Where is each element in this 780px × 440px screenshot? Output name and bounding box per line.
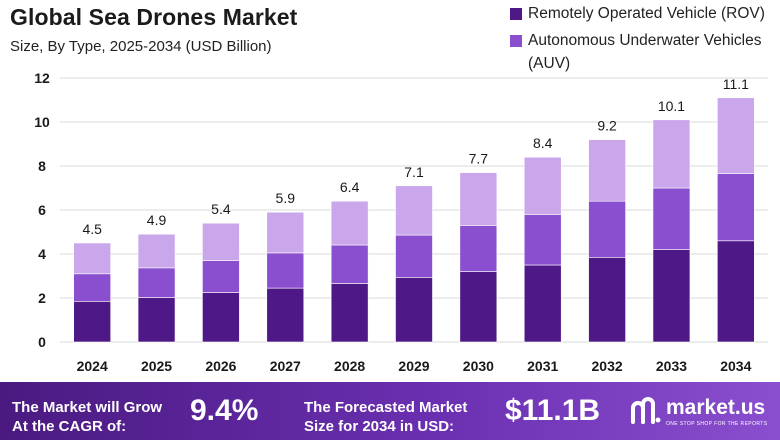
- total-label: 8.4: [533, 135, 553, 151]
- bar-segment: [202, 260, 240, 293]
- bar-segment: [523, 214, 562, 266]
- bar-segment: [266, 287, 305, 343]
- chart-title: Global Sea Drones Market: [10, 4, 298, 30]
- total-label: 11.1: [723, 76, 749, 92]
- bar-segment: [652, 249, 691, 343]
- bars: [73, 97, 755, 343]
- bar-segment: [717, 173, 755, 242]
- brand-name: market.us: [666, 396, 766, 419]
- forecast-label-line2: Size for 2034 in USD:: [304, 418, 455, 435]
- bar-segment: [459, 172, 498, 226]
- y-axis-ticks: 0 2 4 6 8 10 12: [34, 70, 50, 350]
- legend-item-rov: Remotely Operated Vehicle (ROV): [508, 2, 776, 25]
- legend-label-rov: Remotely Operated Vehicle (ROV): [528, 5, 765, 22]
- chart-subtitle: Size, By Type, 2025-2034 (USD Billion): [10, 38, 272, 55]
- total-label: 10.1: [658, 98, 685, 114]
- bar-segment: [202, 292, 240, 343]
- forecast-label-line1: The Forecasted Market: [304, 399, 468, 416]
- bar-segment: [588, 256, 626, 343]
- bar-segment: [137, 267, 176, 298]
- bar-segment: [266, 211, 305, 254]
- bar-segment: [137, 233, 176, 269]
- x-tick-label: 2027: [270, 358, 301, 374]
- x-tick-label: 2031: [527, 358, 558, 374]
- bar-segment: [459, 271, 498, 343]
- bar-segment: [523, 264, 562, 343]
- bar-segment: [395, 185, 433, 236]
- x-tick-label: 2033: [656, 358, 687, 374]
- brand-logo[interactable]: market.us ONE STOP SHOP FOR THE REPORTS: [630, 396, 775, 430]
- total-label: 5.4: [211, 201, 231, 217]
- bar-segment: [330, 283, 369, 343]
- bar-segment: [395, 277, 433, 343]
- bar-segment: [588, 200, 626, 258]
- y-tick-label: 8: [38, 158, 46, 174]
- legend-item-auv: Autonomous Underwater Vehicles (AUV): [508, 29, 776, 75]
- market-us-logo-icon: [631, 397, 661, 424]
- x-tick-label: 2024: [77, 358, 108, 374]
- bar-segment: [652, 119, 691, 189]
- bar-segment: [523, 156, 562, 215]
- x-tick-label: 2030: [463, 358, 494, 374]
- total-label: 4.5: [82, 221, 102, 237]
- total-label: 5.9: [276, 190, 296, 206]
- bar-segment: [137, 297, 176, 343]
- brand-tagline: ONE STOP SHOP FOR THE REPORTS: [666, 421, 768, 427]
- total-label: 9.2: [597, 118, 617, 134]
- total-label: 7.7: [469, 151, 489, 167]
- x-tick-label: 2025: [141, 358, 172, 374]
- bar-segment: [395, 234, 433, 278]
- bar-segment: [73, 273, 111, 302]
- forecast-value: $11.1B: [505, 394, 601, 427]
- cagr-label-line2: At the CAGR of:: [12, 418, 127, 435]
- y-tick-label: 2: [38, 290, 46, 306]
- bar-segment: [73, 242, 111, 275]
- legend-label-auv: Autonomous Underwater Vehicles (AUV): [528, 32, 762, 72]
- cagr-label-line1: The Market will Grow: [12, 399, 163, 416]
- bar-segment: [330, 244, 369, 284]
- x-tick-label: 2032: [592, 358, 623, 374]
- chart-legend: Remotely Operated Vehicle (ROV) Autonomo…: [508, 2, 776, 79]
- bar-segment: [202, 222, 240, 261]
- y-tick-label: 4: [38, 246, 46, 262]
- legend-swatch-auv: [510, 35, 522, 47]
- bar-segment: [266, 252, 305, 289]
- y-tick-label: 0: [38, 334, 46, 350]
- y-tick-label: 12: [34, 70, 50, 86]
- x-axis-ticks: 2024 2025 2026 2027 2028 2029 2030 2031 2032 2033…: [77, 358, 752, 374]
- cagr-label: The Market will Grow At the CAGR of:: [12, 398, 162, 436]
- x-tick-label: 2029: [398, 358, 429, 374]
- stacked-bar-chart: 0 2 4 6 8 10 12 4.5 4.9 5.4 5.9 6.4 7.1 7.7 8.4 9.2 10.…: [34, 70, 768, 374]
- forecast-label: The Forecasted Market Size for 2034 in U…: [304, 398, 467, 436]
- x-tick-label: 2028: [334, 358, 365, 374]
- bar-segment: [717, 97, 755, 175]
- total-label: 7.1: [404, 164, 424, 180]
- bar-segment: [588, 139, 626, 202]
- bar-segment: [459, 225, 498, 272]
- bar-segment: [73, 300, 111, 343]
- bar-segment: [330, 200, 369, 246]
- legend-swatch-rov: [510, 8, 522, 20]
- x-tick-label: 2026: [205, 358, 236, 374]
- total-labels: 4.5 4.9 5.4 5.9 6.4 7.1 7.7 8.4 9.2 10.1 11.1: [82, 76, 749, 237]
- y-tick-label: 10: [34, 114, 50, 130]
- cagr-value: 9.4%: [190, 394, 259, 427]
- total-label: 4.9: [147, 212, 167, 228]
- x-tick-label: 2034: [720, 358, 751, 374]
- total-label: 6.4: [340, 179, 360, 195]
- footer-banner: The Market will Grow At the CAGR of: 9.4…: [0, 382, 780, 440]
- bar-segment: [717, 240, 755, 343]
- bar-segment: [652, 187, 691, 250]
- y-tick-label: 6: [38, 202, 46, 218]
